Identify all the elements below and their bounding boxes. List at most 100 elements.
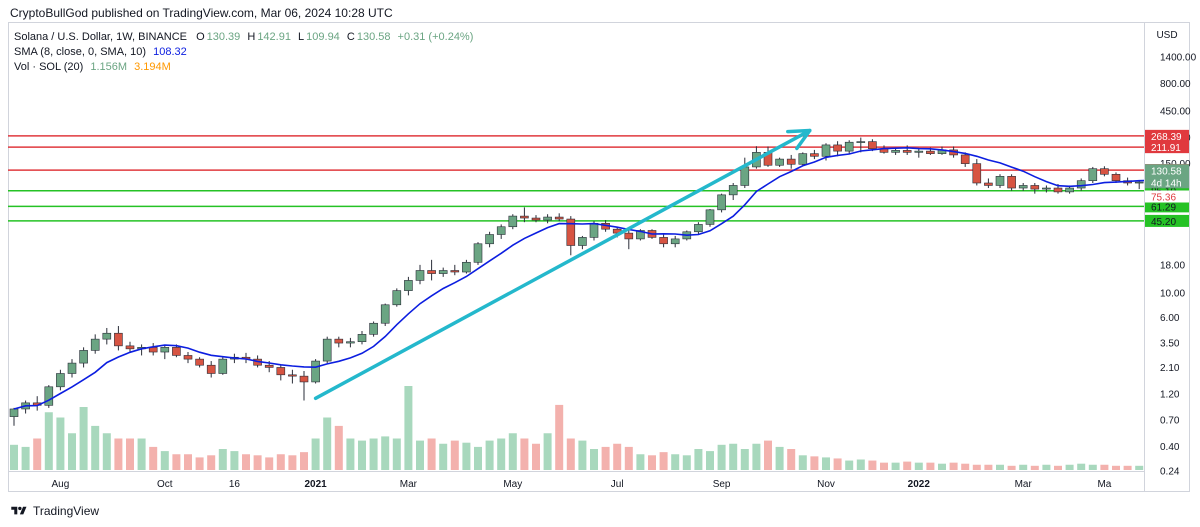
candle (1042, 185, 1051, 193)
ohlc-open-label: O (196, 31, 205, 43)
candle-body (462, 261, 471, 273)
volume-bar (578, 440, 587, 470)
volume-bar (891, 462, 900, 470)
price-tick-label: 3.50 (1160, 339, 1180, 350)
candle (369, 321, 378, 337)
footer-branding: TradingView (10, 504, 99, 518)
candle-body (844, 141, 854, 152)
volume-label[interactable]: Vol · SOL (20) (14, 61, 84, 73)
candle (763, 146, 773, 167)
volume-bar (474, 446, 482, 470)
volume-bar (404, 386, 413, 470)
candle-body (496, 226, 506, 235)
price-scale-panel[interactable] (1144, 22, 1190, 492)
volume-bar (880, 462, 888, 470)
candle (902, 145, 912, 155)
candle-body (821, 144, 831, 157)
candle (554, 213, 564, 222)
volume-bar (938, 463, 946, 470)
candle-body (56, 373, 65, 388)
candle-body (868, 141, 877, 150)
volume-bar (207, 455, 216, 470)
candle-body (322, 338, 332, 362)
candle-body (543, 216, 552, 221)
candle-body (125, 345, 135, 350)
chart-legend: Solana / U.S. Dollar, 1W, BINANCE O 130.3… (14, 30, 473, 75)
volume-value: 1.156M (90, 61, 128, 73)
resistance-price-label-bg (1145, 129, 1189, 142)
candle-body (67, 362, 77, 374)
candle (566, 216, 576, 256)
candle (531, 215, 541, 223)
candle (392, 288, 402, 307)
volume-ma-value: 3.194M (134, 61, 171, 73)
publisher-line: CryptoBullGod published on TradingView.c… (10, 6, 393, 20)
volume-bar (508, 433, 517, 470)
volume-bar (717, 444, 726, 470)
price-tick-label: 2.10 (1160, 363, 1180, 374)
time-axis-label: 2022 (908, 479, 931, 490)
candle (1111, 172, 1121, 183)
volume-bar (775, 446, 784, 470)
chart-pane[interactable] (8, 22, 1144, 472)
candle-body (288, 374, 297, 377)
candle-body (44, 386, 54, 406)
candle-body (415, 270, 425, 281)
candle (125, 341, 135, 353)
volume-bar (984, 464, 993, 470)
candle (346, 337, 355, 348)
candle-body (624, 232, 634, 240)
sma-value: 108.32 (153, 46, 187, 58)
candle-body (311, 360, 320, 383)
volume-bar (381, 436, 390, 470)
candle (462, 259, 471, 274)
candle-body (1042, 187, 1051, 190)
candle (322, 336, 332, 364)
candle-body (786, 158, 796, 165)
candle (833, 141, 842, 157)
candle (241, 352, 251, 364)
candle-body (9, 408, 19, 417)
candle-body (1100, 168, 1109, 175)
candle (1076, 178, 1086, 191)
time-axis-label: May (503, 479, 522, 490)
candle (844, 140, 854, 154)
candle (9, 407, 19, 426)
time-axis-panel[interactable] (8, 472, 1144, 492)
volume-bar (1065, 464, 1074, 470)
candle-body (276, 367, 286, 376)
volume-bar (822, 457, 830, 470)
volume-bar (218, 449, 227, 470)
candle (148, 343, 158, 356)
price-tick-label: 1.20 (1160, 390, 1180, 401)
candle-body (902, 150, 912, 153)
candle-body (90, 338, 100, 351)
sma-line (13, 146, 1144, 410)
time-axis-label: Ma (1097, 479, 1111, 490)
price-tick-label: 0.70 (1160, 415, 1180, 426)
time-axis-label: 16 (229, 479, 241, 490)
candle (380, 303, 390, 327)
candle-body (1111, 173, 1121, 181)
candle (984, 178, 993, 189)
volume-bar (392, 438, 401, 470)
candle (960, 152, 970, 167)
currency-label[interactable]: USD (1156, 30, 1178, 41)
time-axis-label: Mar (1015, 479, 1033, 490)
candle-body (891, 150, 900, 153)
volume-bar (497, 438, 506, 470)
candle (473, 242, 483, 265)
sma-label[interactable]: SMA (8, close, 0, SMA, 10) (14, 46, 147, 58)
symbol-title[interactable]: Solana / U.S. Dollar, 1W, BINANCE (14, 31, 188, 43)
candle-body (299, 375, 309, 383)
volume-row: Vol · SOL (20) 1.156M 3.194M (14, 60, 473, 75)
candle-body (694, 224, 703, 233)
candle (856, 137, 866, 153)
volume-bar (242, 454, 250, 470)
candle (659, 234, 668, 248)
volume-bar (543, 433, 552, 470)
candle (195, 357, 204, 368)
volume-bar (1100, 464, 1109, 470)
candle-body (1007, 176, 1016, 189)
candle-body (438, 270, 448, 274)
